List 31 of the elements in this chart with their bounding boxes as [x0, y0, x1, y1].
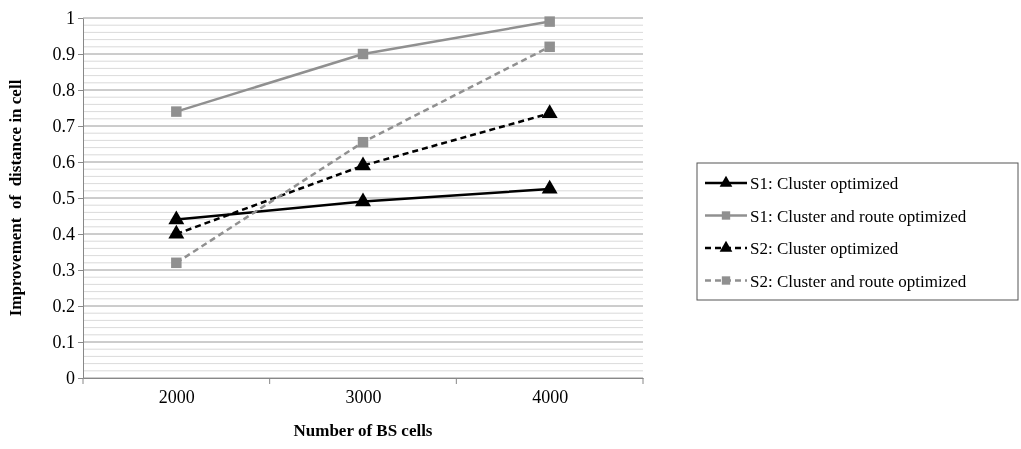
y-tick-label: 1 — [66, 8, 75, 29]
x-tick-label: 3000 — [345, 386, 382, 407]
point — [171, 106, 182, 117]
y-tick-label: 0.3 — [52, 260, 75, 281]
point — [168, 224, 185, 239]
legend-label: S2: Cluster and route optimized — [750, 271, 967, 291]
y-tick-label: 0.9 — [52, 44, 75, 65]
point — [541, 104, 558, 118]
y-tick-label: 0.5 — [52, 188, 75, 209]
legend-label: S2: Cluster optimized — [750, 239, 899, 258]
point — [355, 192, 371, 207]
point — [357, 48, 369, 60]
y-tick-label: 0 — [66, 368, 75, 389]
point — [541, 179, 558, 194]
y-tick-label: 0.4 — [52, 224, 75, 245]
point — [544, 41, 555, 53]
y-tick-label: 0.7 — [52, 116, 75, 137]
legend-label: S1: Cluster optimized — [750, 174, 899, 193]
point — [357, 136, 369, 148]
y-tick-label: 0.8 — [52, 80, 75, 101]
legend-label: S1: Cluster and route optimized — [750, 206, 967, 226]
x-axis-title: Number of BS cells — [293, 421, 433, 440]
point — [168, 210, 185, 225]
y-tick-label: 0.6 — [52, 152, 75, 173]
y-tick-label: 0.2 — [52, 296, 75, 317]
x-tick-label: 2000 — [158, 386, 195, 407]
y-axis-title: Improvement of distance in cell — [6, 79, 25, 317]
point — [544, 16, 555, 27]
y-tick-label: 0.1 — [52, 332, 75, 353]
x-tick-label: 4000 — [532, 386, 569, 407]
point — [355, 156, 371, 171]
